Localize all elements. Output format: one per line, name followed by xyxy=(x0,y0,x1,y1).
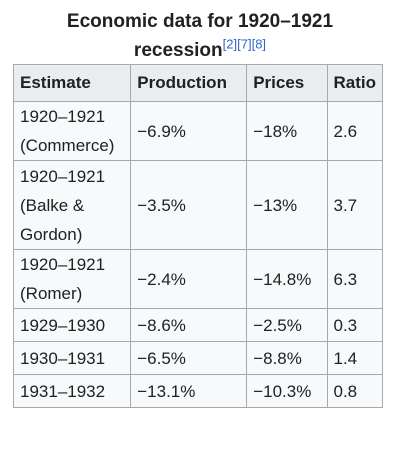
cell-production: −3.5% xyxy=(130,160,248,250)
table-row: 1930–1931 −6.5% −8.8% 1.4 xyxy=(12,341,383,375)
estimate-line: (Commerce) xyxy=(20,136,115,155)
cell-ratio: 3.7 xyxy=(326,160,383,250)
cell-prices: −14.8% xyxy=(246,249,328,309)
table-row: 1931–1932 −13.1% −10.3% 0.8 xyxy=(12,374,383,408)
economic-data-table: Estimate Production Prices Ratio 1920–19… xyxy=(12,64,383,408)
cell-production: −13.1% xyxy=(130,374,248,408)
estimate-line: 1920–1921 xyxy=(20,107,106,126)
header-estimate: Estimate xyxy=(12,64,132,102)
citation-link-2[interactable]: [2] xyxy=(222,36,238,52)
table-caption: Economic data for 1920–1921 recession[2]… xyxy=(0,0,400,65)
citation-link-8[interactable]: [8] xyxy=(251,36,267,52)
citation-links: [2][7][8] xyxy=(223,37,266,52)
cell-production: −8.6% xyxy=(130,308,248,342)
estimate-line: 1920–1921 xyxy=(20,166,106,186)
cell-estimate: 1920–1921 (Balke & Gordon) xyxy=(12,160,132,250)
cell-estimate: 1929–1930 xyxy=(12,308,132,342)
cell-ratio: 2.6 xyxy=(326,101,383,161)
cell-production: −6.9% xyxy=(130,101,248,161)
cell-estimate: 1920–1921 (Romer) xyxy=(12,249,132,309)
cell-ratio: 0.8 xyxy=(326,374,383,408)
caption-title-line2: recession xyxy=(133,40,223,61)
cell-prices: −18% xyxy=(246,101,328,161)
header-prices: Prices xyxy=(246,64,328,102)
estimate-line: (Romer) xyxy=(20,284,83,303)
cell-production: −2.4% xyxy=(130,249,248,309)
header-row: Estimate Production Prices Ratio xyxy=(12,64,383,102)
cell-prices: −13% xyxy=(246,160,328,250)
cell-ratio: 6.3 xyxy=(326,249,383,309)
cell-production: −6.5% xyxy=(130,341,248,375)
citation-link-7[interactable]: [7] xyxy=(237,36,252,52)
table-row: 1920–1921 (Romer) −2.4% −14.8% 6.3 xyxy=(12,249,383,309)
estimate-line: 1920–1921 xyxy=(20,255,106,274)
header-production: Production xyxy=(130,64,248,102)
cell-prices: −10.3% xyxy=(246,374,328,408)
estimate-line: Gordon) xyxy=(20,224,83,244)
cell-ratio: 1.4 xyxy=(326,341,383,375)
cell-prices: −8.8% xyxy=(246,341,328,375)
table-row: 1920–1921 (Commerce) −6.9% −18% 2.6 xyxy=(12,101,383,161)
cell-prices: −2.5% xyxy=(246,308,328,342)
caption-title-line1: Economic data for 1920–1921 xyxy=(66,11,334,32)
estimate-line: (Balke & xyxy=(20,195,85,215)
table-row: 1929–1930 −8.6% −2.5% 0.3 xyxy=(12,308,383,342)
cell-estimate: 1920–1921 (Commerce) xyxy=(12,101,132,161)
cell-estimate: 1931–1932 xyxy=(12,374,132,408)
cell-estimate: 1930–1931 xyxy=(12,341,132,375)
table-row: 1920–1921 (Balke & Gordon) −3.5% −13% 3.… xyxy=(12,160,383,250)
caption-title-line2-wrap: recession[2][7][8] xyxy=(0,36,400,65)
cell-ratio: 0.3 xyxy=(326,308,383,342)
header-ratio: Ratio xyxy=(326,64,383,102)
